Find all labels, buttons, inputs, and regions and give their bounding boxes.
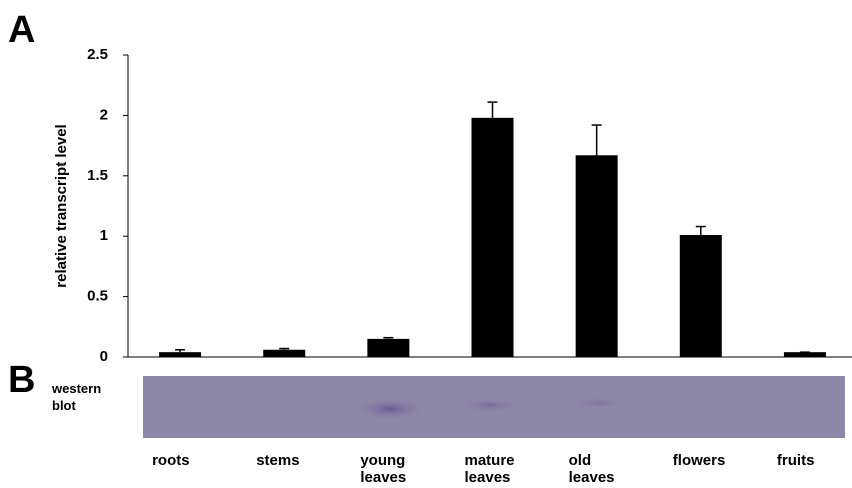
bar [367, 339, 409, 357]
x-tick-label: mature leaves [465, 452, 527, 486]
y-tick-label: 1.5 [87, 167, 108, 184]
bar [472, 118, 514, 357]
panel-label: B [8, 359, 35, 401]
y-tick-label: 2.5 [87, 46, 108, 63]
x-tick-label: stems [256, 452, 318, 469]
bar [263, 350, 305, 357]
blot-band [456, 397, 524, 413]
y-tick-label: 1 [100, 227, 108, 244]
blot-label: western blot [52, 380, 112, 414]
bar [680, 235, 722, 357]
x-tick-label: old leaves [569, 452, 631, 486]
panel-label: A [8, 9, 35, 51]
y-tick-label: 0.5 [87, 288, 108, 305]
bar [576, 155, 618, 357]
blot-band [352, 397, 428, 421]
y-tick-label: 2 [100, 106, 108, 123]
bar [784, 352, 826, 357]
bar [159, 352, 201, 357]
x-tick-label: flowers [673, 452, 735, 469]
blot-label-box: western blot [52, 380, 132, 424]
y-tick-label: 0 [100, 348, 108, 365]
x-tick-label: young leaves [360, 452, 422, 486]
y-axis-title: relative transcript level [53, 124, 70, 287]
x-tick-label: fruits [777, 452, 839, 469]
x-tick-label: roots [152, 452, 214, 469]
chart: A B relative transcript level western bl… [0, 0, 852, 488]
blot-band [566, 396, 630, 410]
western-blot [143, 376, 845, 438]
page: A B relative transcript level western bl… [0, 0, 852, 488]
